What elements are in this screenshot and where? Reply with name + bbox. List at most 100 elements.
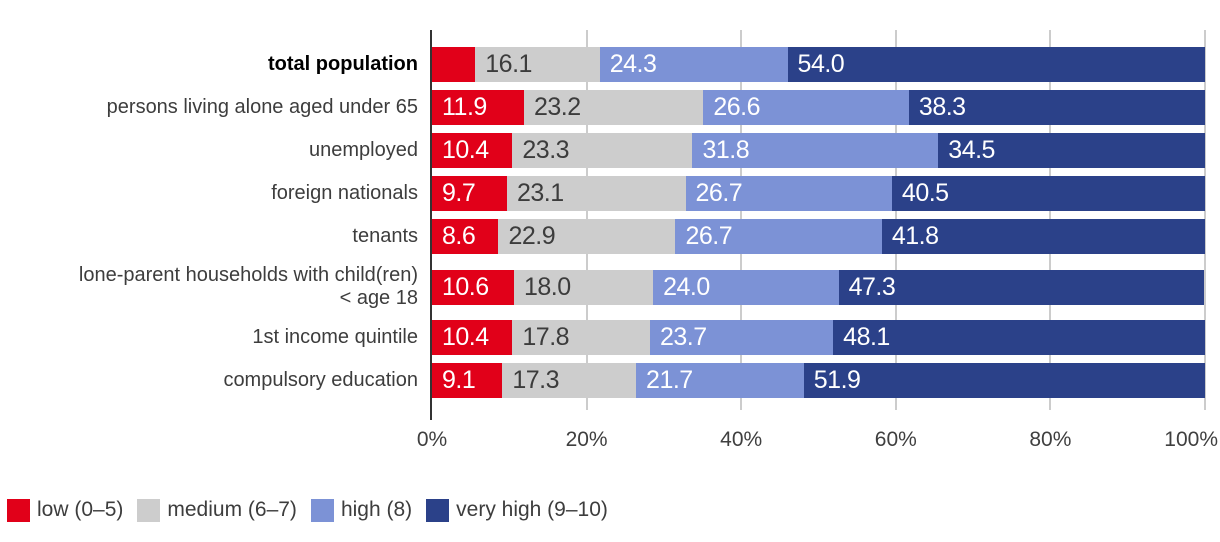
- row-label: compulsory education: [223, 369, 418, 391]
- row-label: unemployed: [309, 139, 418, 161]
- legend-swatch-medium: [137, 498, 161, 522]
- chart-row: tenants 8.6 22.9 26.7 41.8: [0, 215, 1220, 258]
- bar-value-label: 47.3: [848, 272, 896, 301]
- bar-value-label: 16.1: [485, 50, 532, 78]
- legend-swatch-low: [7, 498, 30, 522]
- bar-segment-very-high: 54.0: [787, 47, 1205, 82]
- bar-segment-medium: 22.9: [498, 219, 676, 254]
- bar-value-label: 34.5: [948, 136, 995, 164]
- bar-value-label: 10.4: [442, 323, 489, 351]
- bar-value-label: 31.8: [702, 136, 750, 164]
- legend-label: medium (6–7): [167, 498, 297, 521]
- bar-segment-high: 26.7: [685, 176, 892, 211]
- legend-item-high: high (8): [310, 498, 412, 522]
- row-bars: 10.4 23.3 31.8 34.5: [432, 133, 1205, 168]
- chart-row: 1st income quintile 10.4 17.8 23.7 48.1: [0, 316, 1220, 359]
- bar-segment-very-high: 51.9: [803, 363, 1205, 398]
- bar-value-label: 24.0: [663, 272, 710, 301]
- bar-value-label: 23.7: [659, 323, 707, 351]
- bar-value-label: 22.9: [508, 222, 556, 250]
- bar-segment-high: 26.6: [703, 90, 909, 125]
- chart-row: total population 16.1 24.3 54.0: [0, 43, 1220, 86]
- bar-value-label: 17.8: [522, 323, 570, 351]
- row-label: foreign nationals: [271, 182, 418, 204]
- legend-swatch-very-high: [426, 498, 450, 522]
- bar-segment-very-high: 48.1: [833, 320, 1205, 355]
- chart-row: lone-parent households with child(ren) <…: [0, 258, 1220, 316]
- bar-segment-high: 23.7: [649, 320, 834, 355]
- row-bars: 16.1 24.3 54.0: [432, 47, 1205, 82]
- row-bars: 9.7 23.1 26.7 40.5: [432, 176, 1205, 211]
- bar-value-label: 23.3: [522, 136, 570, 164]
- legend-swatch-high: [310, 498, 334, 522]
- bar-segment-low: 10.4: [432, 320, 513, 355]
- bar-value-label: 11.9: [442, 93, 487, 121]
- bar-value-label: 9.1: [442, 366, 476, 394]
- bar-segment-high: 31.8: [692, 133, 939, 168]
- bar-segment-very-high: 40.5: [891, 176, 1205, 211]
- row-label: 1st income quintile: [252, 326, 418, 348]
- bar-segment-medium: 23.3: [512, 133, 693, 168]
- bar-value-label: 10.6: [442, 272, 489, 301]
- chart-row: persons living alone aged under 65 11.9 23…: [0, 86, 1220, 129]
- chart-row: unemployed 10.4 23.3 31.8 34.5: [0, 129, 1220, 172]
- bar-segment-medium: 17.3: [502, 363, 637, 398]
- chart-row: foreign nationals 9.7 23.1 26.7 40.5: [0, 172, 1220, 215]
- bar-value-label: 26.6: [713, 93, 760, 121]
- bar-segment-low: 8.6: [432, 219, 499, 254]
- gridline-100: [1204, 30, 1206, 410]
- bar-value-label: 26.7: [695, 179, 743, 207]
- row-bars: 10.6 18.0 24.0 47.3: [432, 269, 1205, 305]
- row-label: lone-parent households with child(ren) <…: [78, 264, 418, 309]
- chart-rows: total population 16.1 24.3 54.0 persons livi…: [0, 30, 1220, 402]
- bar-segment-high: 26.7: [675, 219, 882, 254]
- row-bars: 8.6 22.9 26.7 41.8: [432, 219, 1205, 254]
- y-axis-line: [430, 30, 432, 420]
- bar-segment-medium: 23.2: [523, 90, 704, 125]
- bar-segment-low: 10.4: [432, 133, 513, 168]
- row-bars: 11.9 23.2 26.6 38.3: [432, 90, 1205, 125]
- bar-value-label: 40.5: [901, 179, 949, 207]
- bar-value-label: 54.0: [797, 50, 845, 78]
- legend-item-low: low (0–5): [7, 498, 123, 522]
- bar-segment-very-high: 41.8: [881, 219, 1205, 254]
- bar-value-label: 26.7: [685, 222, 733, 250]
- x-tick-label: 100%: [1164, 428, 1218, 451]
- bar-segment-medium: 18.0: [513, 269, 654, 305]
- row-bars: 10.4 17.8 23.7 48.1: [432, 320, 1205, 355]
- bar-segment-low: 11.9: [432, 90, 524, 125]
- x-tick-label: 40%: [720, 428, 763, 451]
- legend-item-very-high: very high (9–10): [426, 498, 608, 522]
- bar-value-label: 17.3: [512, 366, 559, 394]
- bar-segment-very-high: 34.5: [938, 133, 1205, 168]
- bar-segment-high: 24.3: [599, 47, 788, 82]
- bar-value-label: 18.0: [523, 272, 571, 301]
- bar-segment-low: 9.7: [432, 176, 507, 211]
- bar-segment-high: 21.7: [636, 363, 804, 398]
- stacked-bar-chart: total population 16.1 24.3 54.0 persons livi…: [0, 30, 1220, 456]
- bar-value-label: 38.3: [918, 93, 966, 121]
- bar-value-label: 23.2: [533, 93, 581, 121]
- chart-row: compulsory education 9.1 17.3 21.7 51.9: [0, 359, 1220, 402]
- legend: low (0–5) medium (6–7) high (8) very high (…: [7, 498, 608, 522]
- bar-value-label: 23.1: [516, 179, 564, 207]
- bar-value-label: 8.6: [442, 222, 476, 250]
- bar-value-label: 24.3: [609, 50, 657, 78]
- legend-label: very high (9–10): [456, 498, 608, 521]
- x-axis: 0% 20% 40% 60% 80% 100%: [0, 428, 1220, 456]
- row-bars: 9.1 17.3 21.7 51.9: [432, 363, 1205, 398]
- bar-value-label: 41.8: [891, 222, 939, 250]
- bar-segment-high: 24.0: [653, 269, 839, 305]
- row-label: persons living alone aged under 65: [106, 96, 418, 118]
- bar-value-label: 9.7: [442, 179, 476, 207]
- x-tick-label: 20%: [565, 428, 608, 451]
- bar-segment-medium: 23.1: [506, 176, 686, 211]
- x-tick-label: 60%: [874, 428, 917, 451]
- bar-value-label: 51.9: [813, 366, 861, 394]
- bar-value-label: 48.1: [843, 323, 890, 351]
- bar-segment-medium: 17.8: [512, 320, 650, 355]
- bar-value-label: 21.7: [646, 366, 693, 394]
- legend-label: low (0–5): [37, 498, 124, 521]
- x-tick-label: 0%: [416, 428, 448, 451]
- bar-segment-low: 10.6: [432, 269, 514, 305]
